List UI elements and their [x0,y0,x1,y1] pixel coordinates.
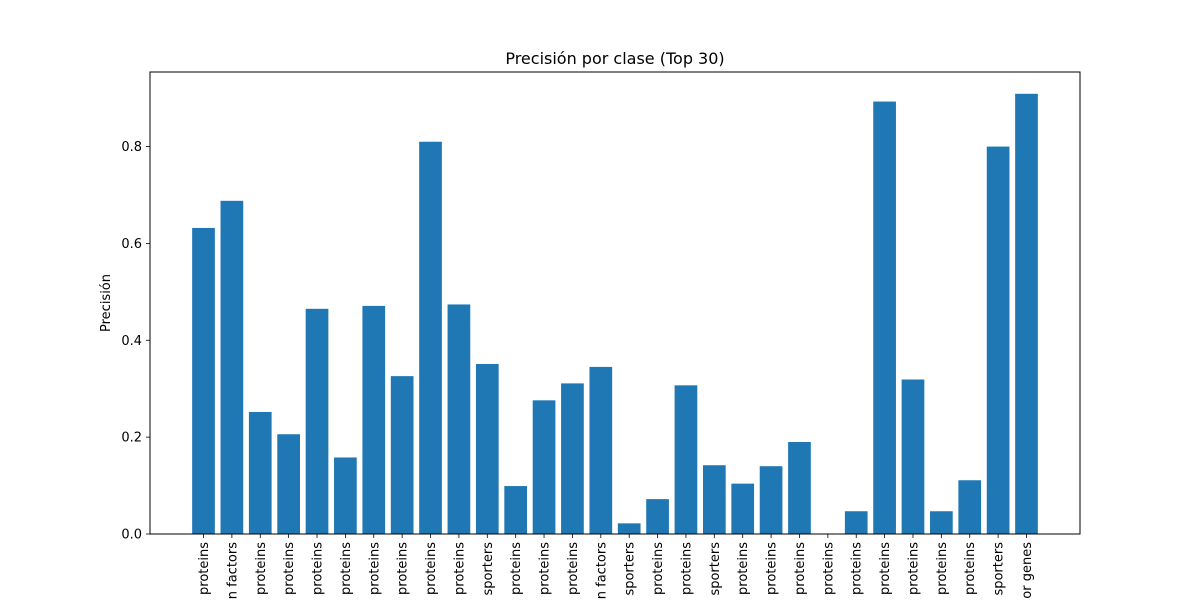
bars-layer [192,93,1038,535]
bar-8 [390,376,414,534]
bar-20 [731,483,755,534]
x-tick-label: proteins [367,542,382,595]
x-tick-label: sporters [623,542,638,596]
bar-5 [305,308,329,534]
bar-18 [674,385,698,534]
x-tick-label: proteins [509,542,524,595]
bar-17 [646,499,669,534]
bar-24 [844,511,868,534]
bar-13 [532,400,556,534]
bar-22 [788,441,811,534]
x-tick-label: sporters [708,542,723,596]
y-axis-label: Precisión [99,274,114,332]
bar-21 [759,466,783,534]
bar-6 [334,457,357,534]
x-tick-label: proteins [339,542,354,595]
x-tick-label: n factors [594,542,609,599]
bar-10 [447,304,471,534]
bar-26 [901,379,925,534]
y-tick-label: 0.8 [121,140,142,155]
y-axis-ticks: 0.0 0.2 0.4 0.6 0.8 [121,140,150,543]
bar-9 [419,141,442,535]
x-tick-label: proteins [197,542,212,595]
plot-frame [149,71,1081,535]
x-tick-label: proteins [906,542,921,595]
x-tick-label: proteins [850,542,865,595]
bar-28 [958,480,982,534]
bar-7 [362,305,386,534]
x-tick-label: proteins [424,542,439,595]
x-tick-label: sporters [481,542,496,596]
x-tick-label: proteins [793,542,808,595]
y-tick-label: 0.4 [121,334,142,349]
chart-title: Precisión por clase (Top 30) [505,49,724,68]
bar-14 [561,383,584,534]
bar-4 [277,434,300,534]
x-tick-label: sporters [992,542,1007,596]
x-tick-label: proteins [396,542,411,595]
x-tick-label: proteins [282,542,297,595]
x-tick-label: n factors [225,542,240,599]
bar-25 [873,101,896,534]
x-tick-label: proteins [538,542,553,595]
bar-29 [986,146,1010,534]
x-tick-label: proteins [821,542,836,595]
bar-1 [192,227,215,534]
x-tick-label: proteins [452,542,467,595]
y-tick-label: 0.6 [121,237,142,252]
x-tick-label: proteins [765,542,780,595]
bar-27 [930,511,953,534]
x-tick-label: proteins [311,542,326,595]
x-tick-label: or genes [1020,542,1035,599]
bar-30 [1015,93,1038,534]
x-tick-label: proteins [963,542,978,595]
bar-3 [248,411,272,534]
x-axis-ticks: proteins n factors proteins proteins protein… [197,534,1035,599]
bar-16 [617,523,641,534]
x-tick-label: proteins [679,542,694,595]
x-tick-label: proteins [878,542,893,595]
bar-2 [220,200,244,534]
y-tick-label: 0.0 [121,528,142,543]
x-tick-label: proteins [651,542,666,595]
x-tick-label: proteins [736,542,751,595]
bar-15 [589,366,613,534]
y-tick-label: 0.2 [121,431,142,446]
bar-19 [702,465,726,534]
x-tick-label: proteins [935,542,950,595]
bar-12 [504,486,528,534]
x-tick-label: proteins [566,542,581,595]
x-tick-label: proteins [254,542,269,595]
bar-11 [475,364,499,534]
